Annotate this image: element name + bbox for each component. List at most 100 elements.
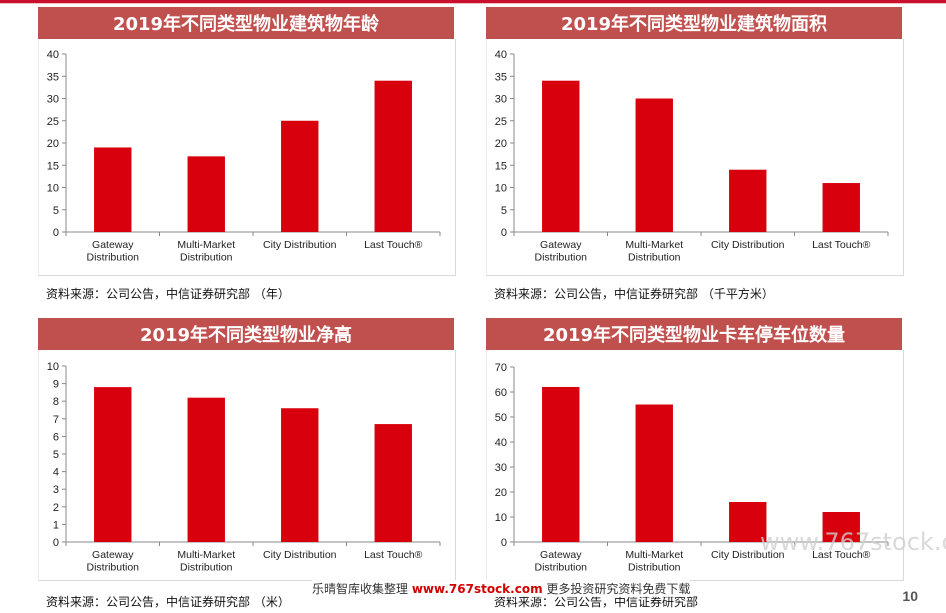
x-category-label: Last Touch® <box>364 549 423 561</box>
watermark-right: 更多投资研究资料免费下载 <box>546 582 691 596</box>
bar <box>542 387 580 542</box>
y-tick-label: 20 <box>495 487 507 499</box>
bar <box>374 80 412 232</box>
y-tick-label: 9 <box>53 379 59 391</box>
x-category-label: Gateway <box>92 239 134 251</box>
x-category-label: Multi-Market <box>177 239 235 251</box>
x-category-label: Distribution <box>86 252 139 264</box>
watermark-site: www.767stock.com <box>411 582 543 596</box>
y-tick-label: 35 <box>495 71 507 83</box>
y-tick-label: 70 <box>495 362 507 374</box>
y-tick-label: 40 <box>495 437 507 449</box>
y-tick-label: 8 <box>53 396 59 408</box>
bar <box>281 120 319 232</box>
chart-panel-clear-height: 2019年不同类型物业净高 0 1 2 3 4 5 6 7 8 9 10 Gateway Distrib… <box>38 318 456 581</box>
y-tick-label: 25 <box>495 116 507 128</box>
bar <box>635 98 673 232</box>
y-tick-label: 25 <box>47 116 59 128</box>
y-tick-label: 50 <box>495 412 507 424</box>
y-tick-label: 10 <box>495 512 507 524</box>
x-category-label: Distribution <box>180 562 233 574</box>
chart-title: 2019年不同类型物业净高 <box>38 318 454 350</box>
x-category-label: Multi-Market <box>625 549 683 561</box>
x-category-label: Distribution <box>180 252 233 264</box>
bar <box>822 183 860 232</box>
x-category-label: Last Touch® <box>364 239 423 251</box>
y-tick-label: 5 <box>53 205 59 217</box>
x-category-label: Distribution <box>628 562 681 574</box>
y-tick-label: 6 <box>53 431 59 443</box>
x-category-label: Distribution <box>86 562 139 574</box>
bar <box>94 147 132 232</box>
bar-chart-building-age: 0510152025303540GatewayDistributionMulti… <box>47 49 441 264</box>
y-tick-label: 35 <box>47 71 59 83</box>
y-tick-label: 10 <box>47 183 59 195</box>
y-tick-label: 40 <box>495 49 507 61</box>
chart-title: 2019年不同类型物业建筑物年龄 <box>38 7 454 39</box>
x-category-label: City Distribution <box>263 549 337 561</box>
x-category-label: Distribution <box>534 562 587 574</box>
bar <box>635 404 673 542</box>
watermark-faint: www.767stock.com <box>760 528 946 556</box>
y-tick-label: 60 <box>495 387 507 399</box>
chart-panel-building-age: 2019年不同类型物业建筑物年龄 0 5 10 15 20 25 30 35 40 Gateway… <box>38 7 456 276</box>
bar <box>729 169 767 232</box>
watermark-bar: 乐晴智库收集整理 www.767stock.com 更多投资研究资料免费下载 <box>312 580 691 597</box>
y-tick-label: 15 <box>47 160 59 172</box>
bar <box>281 408 319 542</box>
x-category-label: Gateway <box>92 549 134 561</box>
x-category-label: Distribution <box>534 252 587 264</box>
y-tick-label: 30 <box>495 462 507 474</box>
y-tick-label: 0 <box>53 227 59 239</box>
source-note: 资料来源：公司公告，中信证券研究部 <box>494 595 699 609</box>
x-category-label: City Distribution <box>711 239 785 251</box>
y-tick-label: 3 <box>53 484 59 496</box>
y-tick-label: 20 <box>47 138 59 150</box>
y-tick-label: 7 <box>53 414 59 426</box>
bar <box>94 387 132 542</box>
y-tick-label: 0 <box>53 537 59 549</box>
y-tick-label: 0 <box>501 537 507 549</box>
y-tick-label: 2 <box>53 502 59 514</box>
chart-title: 2019年不同类型物业建筑物面积 <box>486 7 902 39</box>
bar <box>187 397 225 542</box>
y-tick-label: 1 <box>53 519 59 531</box>
bar-chart-truck-parking: 010203040506070GatewayDistributionMulti-… <box>495 362 889 574</box>
bar-chart-clear-height: 012345678910GatewayDistributionMulti-Mar… <box>47 361 441 574</box>
x-category-label: Last Touch® <box>812 239 871 251</box>
x-category-label: Gateway <box>540 239 582 251</box>
x-category-label: City Distribution <box>711 549 785 561</box>
x-category-label: Last Touch® <box>812 549 871 561</box>
x-category-label: City Distribution <box>263 239 337 251</box>
y-tick-label: 0 <box>501 227 507 239</box>
chart-panel-building-area: 2019年不同类型物业建筑物面积 0 5 10 15 20 25 30 35 40 Gateway… <box>486 7 904 276</box>
bar <box>374 424 412 542</box>
chart-panel-truck-parking: 2019年不同类型物业卡车停车位数量 0 10 20 30 40 50 60 70 Gatewa… <box>486 318 904 581</box>
y-tick-label: 4 <box>53 467 59 479</box>
y-tick-label: 30 <box>47 94 59 106</box>
y-tick-label: 20 <box>495 138 507 150</box>
bar <box>822 512 860 542</box>
x-category-label: Multi-Market <box>625 239 683 251</box>
chart-title: 2019年不同类型物业卡车停车位数量 <box>486 318 902 350</box>
y-tick-label: 30 <box>495 94 507 106</box>
y-tick-label: 40 <box>47 49 59 61</box>
top-accent-line <box>0 0 946 4</box>
x-category-label: Gateway <box>540 549 582 561</box>
source-note: 资料来源：公司公告，中信证券研究部 （年） <box>46 287 290 301</box>
bar <box>729 502 767 542</box>
page-number: 10 <box>902 588 918 604</box>
y-tick-label: 10 <box>47 361 59 373</box>
watermark-left: 乐晴智库收集整理 <box>312 582 409 596</box>
y-tick-label: 10 <box>495 183 507 195</box>
y-tick-label: 5 <box>53 449 59 461</box>
bar-chart-building-area: 0510152025303540GatewayDistributionMulti… <box>495 49 889 264</box>
bar <box>187 156 225 232</box>
y-tick-label: 5 <box>501 205 507 217</box>
x-category-label: Multi-Market <box>177 549 235 561</box>
source-note: 资料来源：公司公告，中信证券研究部 （米） <box>46 595 290 609</box>
bar <box>542 80 580 232</box>
source-note: 资料来源：公司公告，中信证券研究部 （千平方米） <box>494 287 774 301</box>
x-category-label: Distribution <box>628 252 681 264</box>
y-tick-label: 15 <box>495 160 507 172</box>
